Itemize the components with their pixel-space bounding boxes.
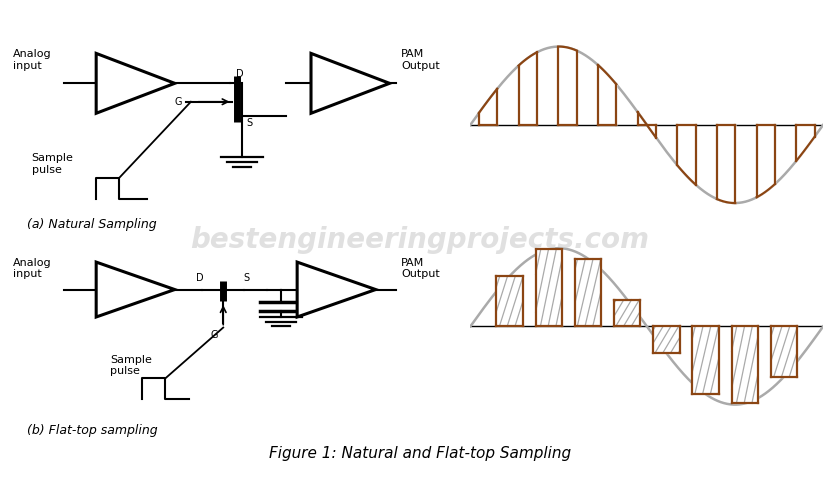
Polygon shape — [97, 262, 175, 317]
Text: Sample
pulse: Sample pulse — [32, 153, 73, 175]
Text: PAM
Output: PAM Output — [402, 258, 440, 279]
Text: S: S — [244, 273, 249, 283]
Text: PAM
Output: PAM Output — [402, 49, 440, 71]
Text: +: + — [307, 295, 317, 308]
Text: S: S — [246, 118, 253, 128]
Text: G: G — [210, 330, 218, 340]
Polygon shape — [297, 262, 375, 317]
Text: bestengineeringprojects.com: bestengineeringprojects.com — [191, 226, 649, 254]
Text: G: G — [174, 97, 181, 107]
Text: Analog
input: Analog input — [13, 49, 51, 71]
Text: (b) Flat-top sampling: (b) Flat-top sampling — [27, 424, 158, 437]
Text: Analog
input: Analog input — [13, 258, 51, 279]
Text: Sample
pulse: Sample pulse — [110, 355, 152, 376]
Text: D: D — [197, 273, 204, 283]
Text: Figure 1: Natural and Flat-top Sampling: Figure 1: Natural and Flat-top Sampling — [269, 446, 571, 461]
Polygon shape — [311, 53, 390, 113]
Text: (a) Natural Sampling: (a) Natural Sampling — [27, 218, 156, 231]
Polygon shape — [97, 53, 175, 113]
Text: D: D — [236, 69, 244, 79]
